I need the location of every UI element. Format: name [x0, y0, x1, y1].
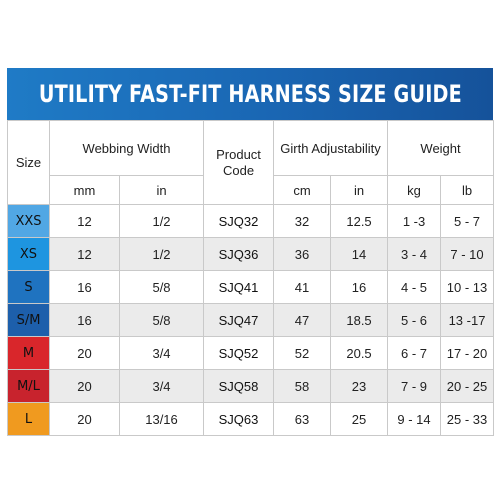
webbing-mm: 12: [49, 237, 120, 271]
table-row: M/L 20 3/4 SJQ58 58 23 7 - 9 20 - 25: [7, 369, 495, 403]
girth-in: 25: [330, 402, 389, 436]
webbing-in: 5/8: [118, 270, 205, 304]
girth-in: 14: [330, 237, 389, 271]
size-label: XS: [7, 237, 50, 271]
header-weight-lb: lb: [440, 175, 495, 205]
title-banner: UTILITY FAST-FIT HARNESS SIZE GUIDE: [7, 68, 493, 120]
header-weight: Weight: [387, 120, 495, 176]
webbing-mm: 12: [49, 204, 120, 238]
size-guide: UTILITY FAST-FIT HARNESS SIZE GUIDE Size…: [7, 68, 495, 436]
girth-cm: 52: [273, 336, 332, 370]
weight-lb: 20 - 25: [440, 369, 495, 403]
girth-cm: 41: [273, 270, 332, 304]
size-table: Size Webbing Width Product Code Girth Ad…: [7, 120, 495, 436]
product-code: SJQ36: [203, 237, 275, 271]
table-row: S/M 16 5/8 SJQ47 47 18.5 5 - 6 13 -17: [7, 303, 495, 337]
girth-in: 18.5: [330, 303, 389, 337]
girth-cm: 63: [273, 402, 332, 436]
page-title: UTILITY FAST-FIT HARNESS SIZE GUIDE: [38, 80, 462, 108]
girth-in: 23: [330, 369, 389, 403]
size-label: M/L: [7, 369, 50, 403]
product-code: SJQ47: [203, 303, 275, 337]
product-code: SJQ52: [203, 336, 275, 370]
webbing-mm: 20: [49, 369, 120, 403]
weight-kg: 7 - 9: [387, 369, 442, 403]
header-webbing-width: Webbing Width: [48, 120, 205, 176]
webbing-in: 1/2: [118, 237, 205, 271]
weight-kg: 3 - 4: [387, 237, 442, 271]
product-code: SJQ41: [203, 270, 275, 304]
header-webbing-mm: mm: [49, 175, 120, 205]
weight-lb: 13 -17: [440, 303, 495, 337]
webbing-mm: 16: [49, 303, 120, 337]
weight-lb: 25 - 33: [440, 402, 495, 436]
girth-cm: 36: [273, 237, 332, 271]
girth-cm: 58: [273, 369, 332, 403]
size-label: M: [7, 336, 50, 370]
size-label: L: [7, 402, 50, 436]
weight-kg: 4 - 5: [387, 270, 442, 304]
header-product-code-line1: Product: [216, 146, 261, 162]
header-size: Size: [7, 120, 50, 205]
weight-lb: 10 - 13: [440, 270, 495, 304]
header-webbing-in: in: [118, 175, 205, 205]
table-row: L 20 13/16 SJQ63 63 25 9 - 14 25 - 33: [7, 402, 495, 436]
header-girth-in: in: [330, 175, 389, 205]
weight-kg: 9 - 14: [387, 402, 442, 436]
header-product-code: Product Code: [203, 120, 275, 205]
weight-kg: 1 -3: [387, 204, 442, 238]
girth-in: 20.5: [330, 336, 389, 370]
table-body: XXS 12 1/2 SJQ32 32 12.5 1 -3 5 - 7 XS 1…: [7, 204, 495, 436]
product-code: SJQ63: [203, 402, 275, 436]
webbing-in: 13/16: [118, 402, 205, 436]
header-girth-adjustability: Girth Adjustability: [273, 120, 389, 176]
weight-lb: 17 - 20: [440, 336, 495, 370]
table-row: M 20 3/4 SJQ52 52 20.5 6 - 7 17 - 20: [7, 336, 495, 370]
table-row: S 16 5/8 SJQ41 41 16 4 - 5 10 - 13: [7, 270, 495, 304]
webbing-in: 3/4: [118, 336, 205, 370]
weight-lb: 5 - 7: [440, 204, 495, 238]
girth-in: 12.5: [330, 204, 389, 238]
product-code: SJQ58: [203, 369, 275, 403]
product-code: SJQ32: [203, 204, 275, 238]
webbing-in: 3/4: [118, 369, 205, 403]
table-row: XXS 12 1/2 SJQ32 32 12.5 1 -3 5 - 7: [7, 204, 495, 238]
table-row: XS 12 1/2 SJQ36 36 14 3 - 4 7 - 10: [7, 237, 495, 271]
girth-cm: 47: [273, 303, 332, 337]
size-label: S: [7, 270, 50, 304]
webbing-mm: 20: [49, 336, 120, 370]
webbing-mm: 16: [49, 270, 120, 304]
girth-in: 16: [330, 270, 389, 304]
webbing-mm: 20: [49, 402, 120, 436]
header-girth-cm: cm: [273, 175, 332, 205]
header-product-code-line2: Code: [222, 162, 255, 178]
girth-cm: 32: [273, 204, 332, 238]
webbing-in: 5/8: [118, 303, 205, 337]
webbing-in: 1/2: [118, 204, 205, 238]
weight-kg: 6 - 7: [387, 336, 442, 370]
weight-lb: 7 - 10: [440, 237, 495, 271]
weight-kg: 5 - 6: [387, 303, 442, 337]
header-weight-kg: kg: [387, 175, 442, 205]
size-label: S/M: [7, 303, 50, 337]
size-label: XXS: [7, 204, 50, 238]
